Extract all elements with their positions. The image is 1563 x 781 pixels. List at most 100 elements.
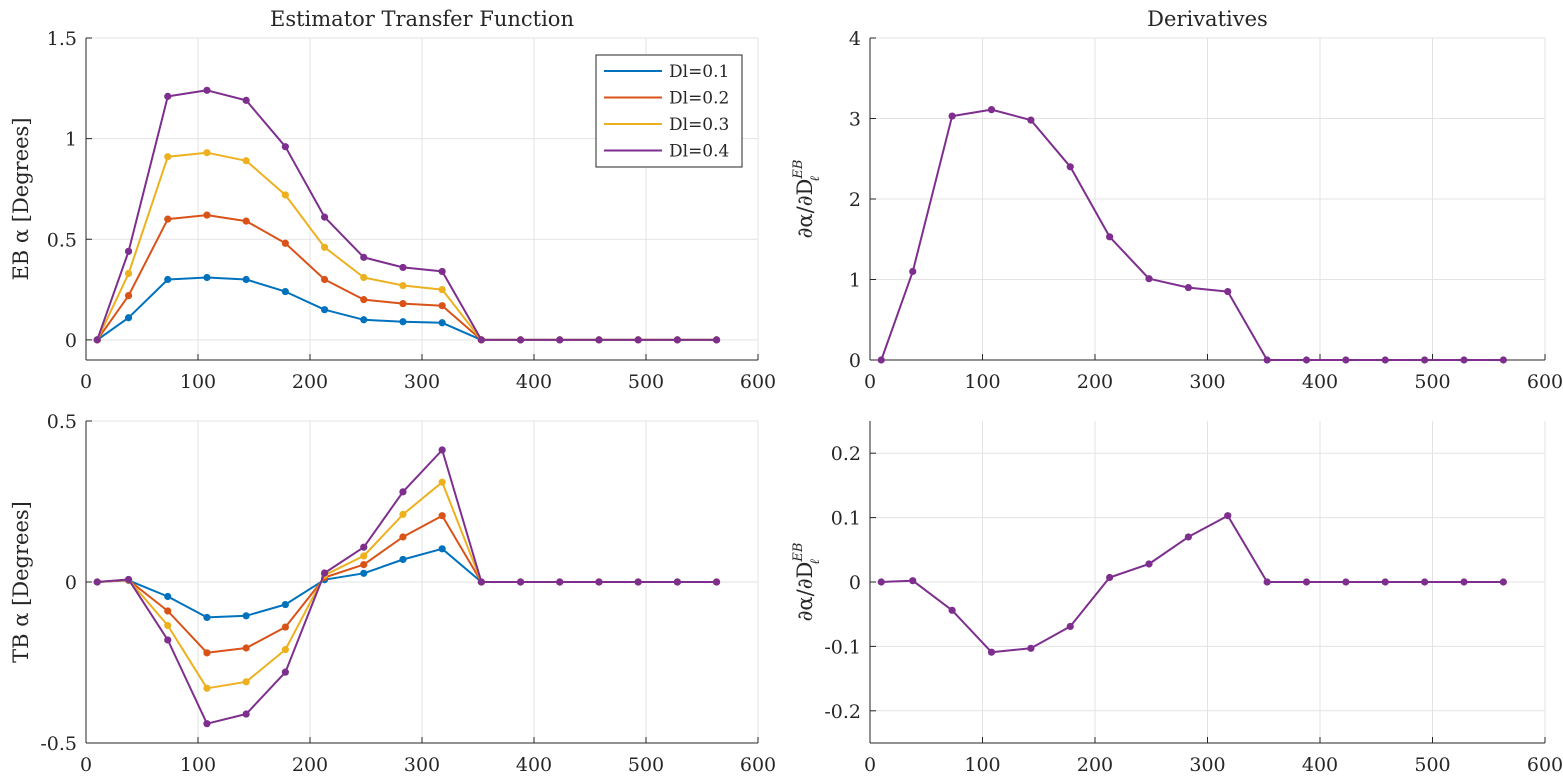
data-point [242, 275, 250, 284]
y-axis-label-sub: ℓ [808, 559, 823, 565]
y-tick-label: 1 [849, 270, 861, 292]
x-tick-label: 0 [80, 371, 92, 393]
x-tick-label: 600 [740, 754, 776, 776]
legend-entry: Dl=0.2 [669, 89, 729, 109]
data-point [281, 668, 289, 676]
data-point [1184, 533, 1192, 541]
data-point [164, 153, 172, 161]
y-axis-label: ∂α/∂DEBℓ [791, 160, 823, 239]
data-point [203, 149, 211, 157]
data-point [360, 569, 368, 577]
data-point [320, 275, 329, 284]
data-point [124, 314, 133, 322]
data-point [1145, 560, 1153, 568]
data-point [634, 336, 642, 344]
data-point [242, 96, 250, 104]
legend-entry: Dl=0.3 [669, 115, 729, 135]
data-point [1460, 356, 1468, 364]
y-tick-label: 3 [849, 109, 861, 131]
data-point [438, 478, 446, 486]
data-point [242, 710, 250, 718]
data-point [1263, 356, 1271, 364]
y-axis-label-text: ∂α/∂D [793, 562, 817, 622]
x-tick-label: 200 [1077, 754, 1113, 776]
data-point [360, 273, 368, 282]
x-tick-label: 600 [1527, 754, 1563, 776]
y-axis-label: EB α [Degrees] [9, 117, 33, 280]
data-point [399, 300, 407, 308]
data-point [1066, 163, 1074, 171]
data-point [1421, 356, 1429, 364]
data-point [1145, 275, 1153, 283]
data-point [556, 578, 564, 586]
data-point [1106, 233, 1114, 241]
x-tick-label: 500 [1414, 754, 1450, 776]
data-point [673, 336, 681, 344]
y-tick-label: 2 [849, 189, 861, 211]
x-tick-label: 400 [1302, 371, 1338, 393]
data-point [203, 86, 211, 94]
data-point [164, 636, 172, 644]
series-line-1 [97, 547, 717, 619]
y-tick-label: -0.2 [824, 701, 861, 723]
chart-title: Derivatives [1147, 7, 1268, 31]
y-axis-label: TB α [Degrees] [9, 501, 33, 663]
x-tick-label: 300 [404, 754, 440, 776]
data-point [203, 613, 211, 622]
legend-entry: Dl=0.4 [669, 142, 729, 162]
y-tick-label: -0.1 [824, 636, 861, 658]
series-line-3 [97, 481, 717, 690]
data-point [1302, 578, 1311, 586]
data-point [242, 678, 250, 686]
x-tick-label: 200 [292, 754, 328, 776]
data-point [1499, 578, 1507, 586]
data-point [477, 578, 485, 586]
x-tick-label: 300 [1189, 754, 1225, 776]
data-point [203, 649, 211, 657]
data-point [438, 267, 446, 276]
data-point [909, 267, 917, 276]
data-point [556, 336, 564, 344]
data-point [203, 211, 211, 219]
data-point [360, 316, 368, 324]
data-point [124, 292, 133, 300]
y-tick-label: 0 [849, 572, 861, 594]
x-tick-label: 100 [964, 371, 1000, 393]
y-tick-label: 0 [849, 350, 861, 372]
data-point [1106, 573, 1114, 582]
x-tick-label: 100 [964, 754, 1000, 776]
data-point [399, 318, 407, 326]
data-point [281, 623, 289, 631]
x-tick-label: 500 [628, 371, 664, 393]
y-axis-label-text: ∂α/∂D [793, 179, 817, 239]
data-point [1027, 644, 1035, 652]
data-point [1184, 283, 1192, 292]
data-point [242, 644, 250, 652]
data-point [712, 336, 721, 344]
data-point [242, 217, 250, 225]
data-point [399, 555, 407, 564]
data-point [281, 646, 289, 654]
y-axis-label-sup: EB [791, 543, 806, 563]
data-point [164, 621, 172, 630]
data-point [164, 215, 172, 223]
data-point [948, 606, 956, 614]
y-tick-label: 0.5 [47, 229, 77, 251]
y-tick-label: 0.2 [831, 443, 861, 465]
data-point [242, 157, 250, 165]
data-point [281, 600, 289, 609]
data-point [877, 578, 885, 586]
data-point [1342, 356, 1350, 364]
data-point [93, 578, 101, 586]
x-tick-label: 400 [516, 371, 552, 393]
data-point [595, 578, 603, 586]
chart-panel-2: 0 100 200 300 400 500 600 0 1 2 3 4 Derivatives ∂α/∂D… [791, 7, 1563, 393]
y-tick-label: 0.5 [47, 411, 77, 433]
data-point [673, 578, 681, 586]
y-axis-label: ∂α/∂DEBℓ [791, 543, 823, 622]
data-point [360, 552, 368, 560]
y-axis-label-text: TB α [Degrees] [9, 501, 33, 663]
y-tick-label: -0.5 [40, 733, 77, 755]
data-point [516, 336, 525, 344]
